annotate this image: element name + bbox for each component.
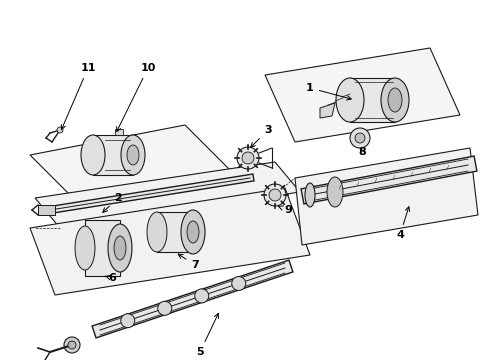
Text: 10: 10 bbox=[117, 63, 156, 131]
Ellipse shape bbox=[305, 183, 315, 207]
Circle shape bbox=[68, 341, 76, 349]
Text: 7: 7 bbox=[178, 254, 199, 270]
Text: 1: 1 bbox=[306, 83, 351, 100]
Circle shape bbox=[269, 189, 281, 201]
Ellipse shape bbox=[75, 226, 95, 270]
Circle shape bbox=[350, 128, 370, 148]
Polygon shape bbox=[38, 205, 55, 215]
Circle shape bbox=[355, 133, 365, 143]
Polygon shape bbox=[350, 78, 395, 122]
Text: 11: 11 bbox=[61, 63, 96, 130]
Ellipse shape bbox=[336, 78, 364, 122]
Text: 3: 3 bbox=[251, 125, 272, 147]
Circle shape bbox=[242, 152, 254, 164]
Ellipse shape bbox=[81, 135, 105, 175]
Text: /: / bbox=[375, 178, 377, 183]
Ellipse shape bbox=[181, 210, 205, 254]
Ellipse shape bbox=[127, 145, 139, 165]
Text: 5: 5 bbox=[196, 314, 219, 357]
Ellipse shape bbox=[388, 88, 402, 112]
Text: /: / bbox=[339, 185, 341, 190]
Circle shape bbox=[264, 184, 286, 206]
Polygon shape bbox=[35, 162, 300, 228]
Ellipse shape bbox=[114, 236, 126, 260]
Text: /: / bbox=[447, 164, 449, 169]
Circle shape bbox=[195, 289, 209, 303]
Text: 9: 9 bbox=[278, 205, 292, 215]
Text: 6: 6 bbox=[105, 273, 116, 283]
Polygon shape bbox=[30, 188, 310, 295]
Ellipse shape bbox=[187, 221, 199, 243]
Ellipse shape bbox=[108, 224, 132, 272]
Text: /: / bbox=[357, 181, 359, 186]
Ellipse shape bbox=[381, 78, 409, 122]
Polygon shape bbox=[93, 135, 133, 175]
Text: /: / bbox=[429, 168, 431, 173]
Text: /: / bbox=[393, 175, 395, 180]
Circle shape bbox=[158, 301, 172, 315]
Ellipse shape bbox=[121, 135, 145, 175]
Polygon shape bbox=[30, 125, 235, 205]
Circle shape bbox=[121, 314, 135, 328]
Polygon shape bbox=[115, 129, 123, 135]
Polygon shape bbox=[265, 48, 460, 142]
Text: /: / bbox=[411, 171, 413, 176]
Circle shape bbox=[64, 337, 80, 353]
Circle shape bbox=[237, 147, 259, 169]
Ellipse shape bbox=[327, 177, 343, 207]
Text: 2: 2 bbox=[103, 193, 122, 212]
Polygon shape bbox=[85, 220, 120, 276]
Polygon shape bbox=[320, 103, 335, 118]
Text: 4: 4 bbox=[396, 207, 410, 240]
Polygon shape bbox=[295, 148, 478, 245]
Text: 8: 8 bbox=[358, 147, 366, 157]
Polygon shape bbox=[157, 212, 193, 252]
Circle shape bbox=[57, 127, 63, 133]
Ellipse shape bbox=[147, 212, 167, 252]
Circle shape bbox=[232, 276, 246, 291]
